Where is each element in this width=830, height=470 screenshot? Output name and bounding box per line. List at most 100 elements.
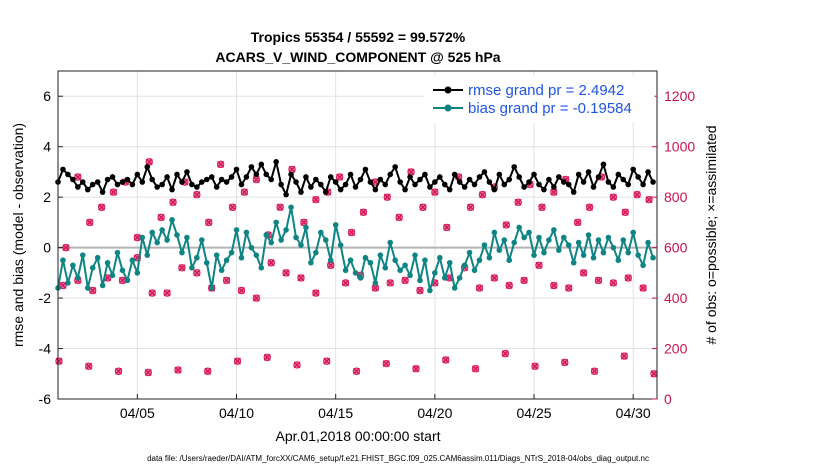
rmse-point — [233, 166, 240, 173]
obs-marker — [157, 213, 165, 222]
bias-point — [417, 277, 423, 284]
obs-assimilated-cross — [645, 196, 653, 204]
rmse-point — [243, 174, 250, 180]
legend-rmse-label: rmse grand pr = 2.4942 — [468, 82, 624, 99]
obs-marker — [550, 188, 558, 196]
rmse-point — [541, 186, 547, 193]
bias-point — [441, 275, 448, 281]
obs-marker — [502, 221, 510, 229]
bias-point — [516, 224, 522, 231]
bias-point — [650, 254, 656, 261]
obs-assimilated-cross — [205, 218, 213, 226]
left-y-tick-label: 2 — [43, 189, 51, 205]
rmse-point — [228, 174, 235, 180]
rmse-point — [322, 189, 329, 195]
bias-point — [134, 270, 141, 276]
rmse-point — [412, 181, 418, 188]
obs-marker — [443, 223, 451, 232]
bias-point — [595, 237, 602, 243]
rmse-point — [476, 174, 483, 180]
obs-marker — [233, 357, 242, 365]
obs-assimilated-cross — [383, 193, 391, 201]
rmse-point — [352, 184, 359, 190]
obs-marker — [401, 276, 409, 285]
bias-point — [203, 259, 210, 266]
obs-marker — [407, 168, 415, 176]
bias-point — [70, 262, 76, 269]
obs-assimilated-cross — [609, 193, 617, 201]
bias-point — [303, 224, 309, 231]
rmse-point — [481, 169, 488, 175]
rmse-point — [526, 179, 532, 185]
obs-marker — [55, 357, 63, 365]
obs-assimilated-cross — [193, 269, 201, 277]
obs-assimilated-cross — [620, 352, 628, 360]
right-y-tick-label: 0 — [664, 391, 672, 407]
obs-marker — [62, 243, 70, 252]
rmse-point — [79, 179, 86, 185]
rmse-point — [357, 176, 364, 183]
bias-point — [630, 229, 636, 236]
obs-marker — [471, 365, 480, 373]
bias-point — [585, 232, 592, 238]
obs-assimilated-cross — [336, 173, 344, 181]
obs-marker — [535, 261, 543, 269]
rmse-point — [258, 161, 265, 168]
bias-point — [84, 285, 91, 291]
bias-point — [471, 267, 478, 274]
obs-assimilated-cross — [293, 361, 301, 369]
rmse-point — [303, 174, 309, 180]
rmse-point — [441, 181, 448, 188]
rmse-point — [625, 181, 632, 188]
bias-point — [432, 270, 438, 276]
obs-marker — [276, 203, 284, 211]
obs-marker — [633, 190, 641, 199]
obs-marker — [163, 289, 171, 297]
obs-assimilated-cross — [624, 274, 632, 282]
obs-assimilated-cross — [157, 213, 165, 221]
bias-point — [536, 234, 542, 241]
rmse-point — [551, 184, 557, 190]
bias-point — [223, 257, 230, 264]
chart-title-line2: ACARS_V_WIND_COMPONENT @ 525 hPa — [215, 49, 500, 65]
obs-assimilated-cross — [431, 188, 439, 196]
rmse-point — [99, 189, 106, 195]
obs-marker — [312, 289, 320, 297]
rmse-point — [446, 186, 453, 193]
obs-assimilated-cross — [550, 281, 558, 289]
right-y-axis-label: # of obs: o=possible; ×=assimilated — [703, 125, 719, 344]
bias-point — [79, 252, 86, 258]
bias-point — [119, 267, 126, 274]
bias-point — [625, 249, 632, 256]
obs-marker — [416, 286, 424, 295]
legend: rmse grand pr = 2.4942 bias grand pr = -… — [424, 75, 655, 123]
x-tick-label: 04/30 — [616, 405, 651, 421]
bias-point — [511, 239, 517, 246]
obs-assimilated-cross — [300, 218, 308, 226]
rmse-point — [154, 184, 160, 190]
bias-point — [198, 237, 205, 243]
bias-point — [377, 252, 384, 258]
bias-point — [501, 237, 508, 243]
bias-point — [154, 239, 160, 246]
obs-marker — [240, 188, 249, 196]
rmse-point — [109, 174, 116, 180]
bias-point — [342, 267, 349, 274]
obs-marker — [86, 218, 94, 227]
rmse-point — [595, 174, 602, 180]
bias-point — [605, 234, 612, 241]
bias-point — [169, 217, 175, 223]
obs-assimilated-cross — [395, 213, 403, 221]
rmse-point — [75, 184, 81, 190]
obs-assimilated-cross — [416, 287, 424, 295]
obs-assimilated-cross — [401, 276, 409, 284]
bias-point — [189, 265, 195, 271]
obs-marker — [371, 284, 380, 292]
obs-marker — [645, 195, 653, 204]
obs-marker — [386, 279, 394, 287]
obs-marker — [335, 173, 344, 181]
bias-point — [600, 249, 607, 256]
bias-point — [228, 249, 235, 256]
rmse-point — [184, 169, 190, 175]
